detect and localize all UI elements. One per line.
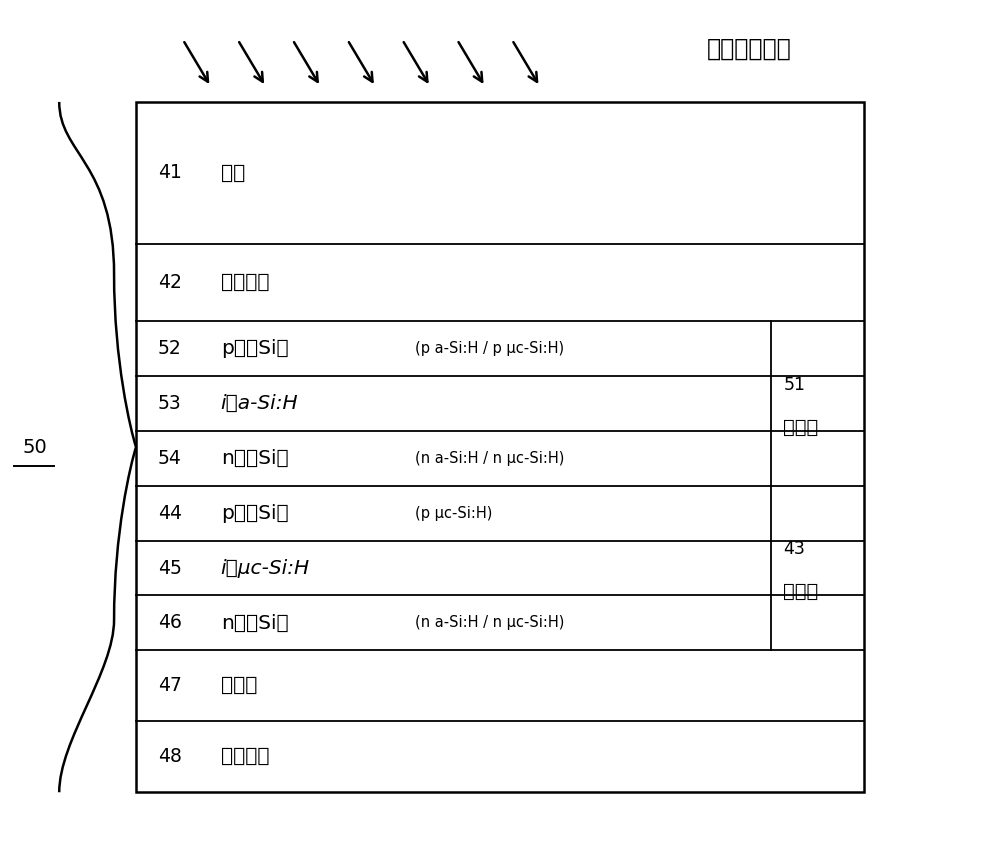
Text: i层μc-Si:H: i层μc-Si:H [221,558,310,578]
Text: n掺杂Si层: n掺杂Si层 [221,613,288,633]
Text: 背反射体: 背反射体 [221,747,269,766]
Text: 50: 50 [23,438,47,457]
Text: 47: 47 [158,676,182,695]
Text: 入射光的方向: 入射光的方向 [707,36,792,60]
Text: 51: 51 [783,376,805,394]
Text: 衬底: 衬底 [221,163,245,182]
Text: p掺杂Si层: p掺杂Si层 [221,504,288,522]
Text: 48: 48 [158,747,182,766]
Text: 53: 53 [158,394,182,413]
Text: 第一电极: 第一电极 [221,273,269,292]
Text: 底电池: 底电池 [783,582,818,601]
Text: 背电极: 背电极 [221,676,257,695]
Text: 52: 52 [158,339,182,358]
Text: 43: 43 [783,540,805,558]
Text: (n a-Si:H / n μc-Si:H): (n a-Si:H / n μc-Si:H) [415,451,565,466]
Text: n掺杂Si层: n掺杂Si层 [221,449,288,468]
Text: 54: 54 [158,449,182,468]
Text: (p a-Si:H / p μc-Si:H): (p a-Si:H / p μc-Si:H) [415,341,564,357]
Text: 45: 45 [158,558,182,578]
Text: 46: 46 [158,613,182,633]
Text: p掺杂Si层: p掺杂Si层 [221,339,288,358]
Text: 顶电池: 顶电池 [783,418,818,437]
Text: (p μc-Si:H): (p μc-Si:H) [415,505,493,521]
Text: 41: 41 [158,163,182,182]
Text: 44: 44 [158,504,182,522]
Text: i层a-Si:H: i层a-Si:H [221,394,298,413]
Text: 42: 42 [158,273,182,292]
Bar [136,102,864,793]
Text: (n a-Si:H / n μc-Si:H): (n a-Si:H / n μc-Si:H) [415,616,565,630]
